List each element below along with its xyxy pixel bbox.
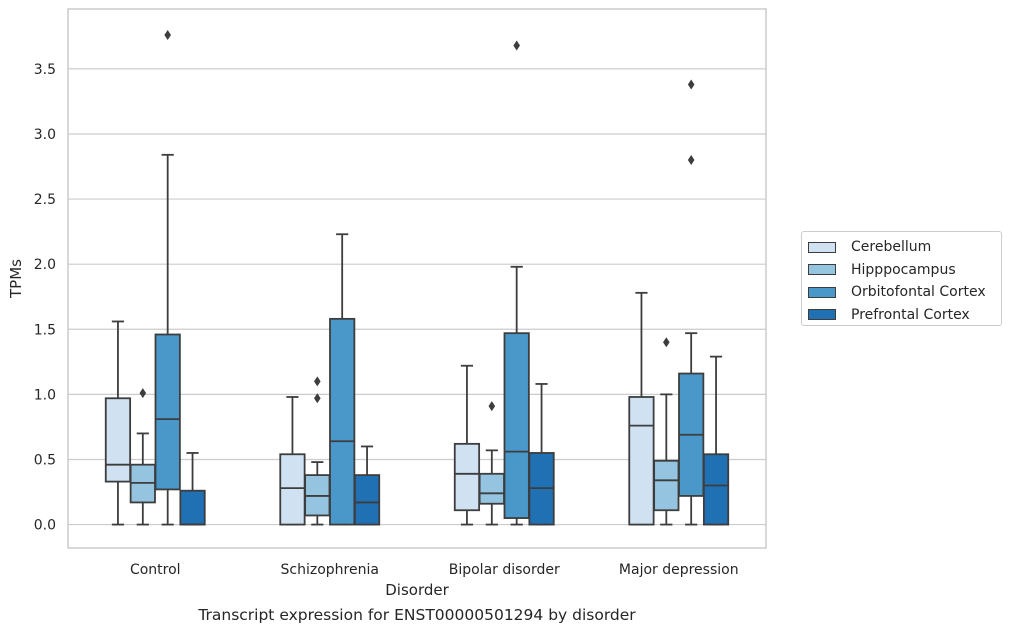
- box: [104, 397, 132, 483]
- box-group: [628, 291, 655, 526]
- box-group: [653, 337, 680, 526]
- y-axis-title: TPMs: [7, 259, 25, 299]
- x-tick-label: Major depression: [619, 562, 739, 578]
- x-tick-label: Control: [130, 562, 181, 578]
- outlier-point: [314, 393, 321, 404]
- box-group: [678, 79, 705, 526]
- outlier-point: [488, 401, 496, 412]
- x-tick-label: Bipolar disorder: [449, 562, 560, 578]
- y-tick-label: 3.5: [34, 62, 56, 78]
- box-group: [129, 388, 156, 526]
- box-group: [179, 452, 206, 526]
- y-tick-labels: 0.0 0.5 1.0 1.5 2.0 2.5 3.0 3.5: [34, 62, 56, 534]
- box: [179, 489, 206, 526]
- box-group: [154, 30, 181, 526]
- box: [329, 317, 356, 526]
- y-tick-label: 3.0: [34, 127, 56, 143]
- box: [653, 459, 680, 512]
- box: [154, 333, 181, 491]
- chart-caption: Transcript expression for ENST0000050129…: [198, 606, 636, 624]
- outlier-point: [513, 40, 520, 51]
- y-tick-label: 1.0: [34, 387, 56, 403]
- y-tick-label: 0.0: [34, 518, 56, 534]
- plot-frame: [67, 8, 767, 549]
- legend-swatch-cerebellum: [808, 241, 836, 253]
- x-tick-label: Schizophrenia: [281, 562, 379, 578]
- box: [628, 396, 655, 526]
- box: [453, 442, 481, 512]
- legend-swatch-prefrontal-cortex: [808, 309, 836, 321]
- outlier-point: [687, 79, 695, 90]
- y-tick-label: 0.5: [34, 452, 56, 468]
- legend-swatch-orbitofrontal-cortex: [808, 286, 836, 298]
- outlier-point: [663, 337, 670, 348]
- y-tick-label: 2.0: [34, 257, 56, 273]
- grid-lines: [68, 68, 766, 526]
- outlier-point: [314, 376, 321, 387]
- box-group: [702, 355, 730, 526]
- outlier-point: [139, 388, 147, 399]
- box-group: [528, 383, 555, 526]
- legend-label-prefrontal-cortex: Prefrontal Cortex: [851, 306, 970, 323]
- y-tick-label: 1.5: [34, 322, 56, 338]
- outlier-point: [164, 30, 171, 41]
- box-group: [104, 320, 132, 526]
- legend-swatch-hippocampus: [808, 264, 836, 276]
- legend-item-cerebellum: Cerebellum: [808, 236, 1001, 259]
- box: [702, 453, 730, 526]
- box-group: [329, 233, 356, 526]
- box: [478, 472, 505, 505]
- x-tick-labels: Control Schizophrenia Bipolar disorder Majo…: [130, 562, 739, 578]
- box-group: [353, 445, 381, 526]
- legend-label-hippocampus: Hipppocampus: [851, 261, 956, 278]
- box: [503, 332, 530, 519]
- box-group: [279, 396, 306, 526]
- box: [353, 474, 381, 526]
- legend-item-hippocampus: Hipppocampus: [808, 259, 1001, 282]
- legend-label-cerebellum: Cerebellum: [851, 239, 932, 256]
- box-group: [304, 376, 331, 526]
- legend-label-orbitofrontal-cortex: Orbitofontal Cortex: [851, 284, 986, 301]
- box-group: [503, 40, 530, 526]
- outlier-point: [687, 155, 695, 166]
- box-group: [478, 401, 505, 526]
- box: [279, 453, 306, 526]
- y-tick-label: 2.5: [34, 192, 56, 208]
- x-axis-title: Disorder: [385, 581, 449, 599]
- legend: Cerebellum Hipppocampus Orbitofontal Cor…: [801, 231, 1002, 326]
- legend-item-prefrontal-cortex: Prefrontal Cortex: [808, 304, 1001, 327]
- box-group: [453, 364, 481, 526]
- legend-item-orbitofrontal-cortex: Orbitofontal Cortex: [808, 281, 1001, 304]
- box-plot-marks: [104, 30, 730, 526]
